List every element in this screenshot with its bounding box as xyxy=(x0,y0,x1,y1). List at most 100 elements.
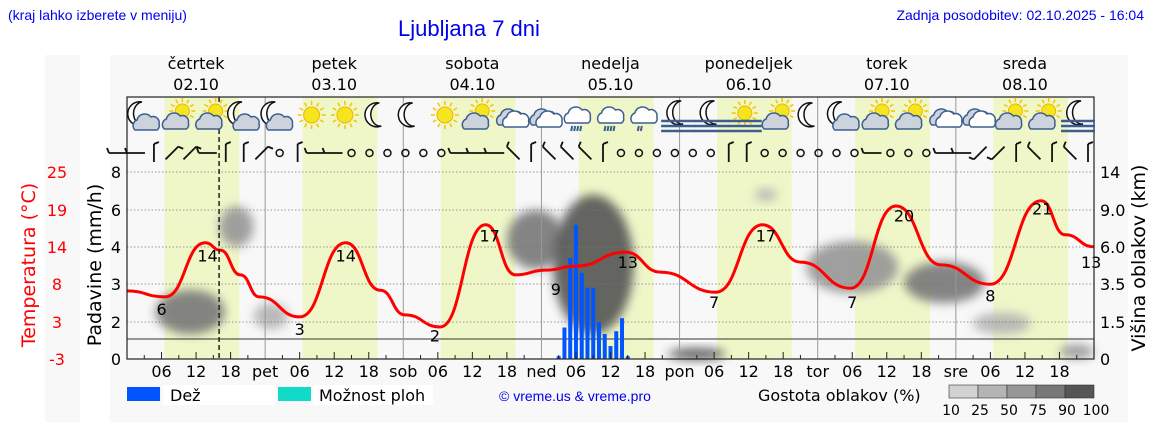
temperature-label: 13 xyxy=(618,253,638,272)
temperature-label: 17 xyxy=(756,226,776,245)
sun-ray xyxy=(475,99,479,104)
sun-ray xyxy=(453,119,458,123)
wind-calm-icon xyxy=(778,148,787,158)
moon-shape xyxy=(397,102,415,128)
wind-barb-feather xyxy=(986,156,993,161)
wind-barb-feather xyxy=(243,141,250,145)
sun-ray xyxy=(889,103,894,108)
sun-ray xyxy=(303,123,308,128)
rain-drop xyxy=(636,125,640,132)
cloud-cover-area xyxy=(219,206,254,248)
sun-ray xyxy=(204,103,209,108)
sun-ray xyxy=(332,119,337,123)
density-scale-tick: 100 xyxy=(1083,403,1110,419)
wind-barb-icon xyxy=(1051,141,1058,162)
cloud-height-tick: 3.5 xyxy=(1100,275,1125,294)
cloud-shape xyxy=(994,112,1023,130)
wind-barb-icon xyxy=(182,145,202,161)
wind-calm-icon xyxy=(275,148,284,158)
wind-barb-staff xyxy=(542,145,557,161)
density-scale-swatch xyxy=(977,384,1008,399)
wind-calm-icon xyxy=(832,148,841,158)
wind-barb-feather xyxy=(124,147,128,154)
day-abbr-tick: pet xyxy=(252,362,278,381)
day-date: 03.10 xyxy=(311,75,357,94)
sun-ray xyxy=(349,102,353,107)
temperature-tick: 3 xyxy=(52,313,62,332)
last-updated: Zadnja posodobitev: 02.10.2025 - 16:04 xyxy=(896,7,1144,23)
precip-tick: 6 xyxy=(111,201,121,220)
sun-fog-icon xyxy=(727,100,762,133)
wind-barb-feather xyxy=(465,147,470,154)
sun-cloud-icon xyxy=(161,98,196,130)
sun-ray xyxy=(353,107,358,111)
sun-ray xyxy=(332,107,337,111)
sun-disc xyxy=(303,106,321,124)
hour-tick: 06 xyxy=(704,362,724,381)
wind-calm-icon xyxy=(437,148,446,158)
temperature-tick: 8 xyxy=(52,275,62,294)
sun-ray xyxy=(486,99,490,104)
wind-barb-icon xyxy=(1015,141,1022,162)
sun-ray xyxy=(432,107,437,111)
rain-bar xyxy=(620,318,625,359)
wind-barb-feather xyxy=(728,141,735,145)
hour-tick: 06 xyxy=(566,362,586,381)
sun-ray xyxy=(1056,103,1061,108)
sun-ray xyxy=(319,119,325,123)
wind-barb-icon xyxy=(860,147,882,154)
temperature-tick: -3 xyxy=(49,350,65,369)
moon-shape xyxy=(699,100,717,126)
wind-calm-icon xyxy=(365,148,374,158)
sun-cloud-icon xyxy=(894,98,929,130)
wind-barb-feather xyxy=(932,147,937,154)
cloud-shape xyxy=(501,110,530,128)
sun-ray xyxy=(299,119,304,123)
wind-barb-staff xyxy=(506,145,521,161)
sun-ray xyxy=(299,107,304,111)
showers-legend-swatch xyxy=(278,387,311,401)
density-scale-swatch xyxy=(948,384,979,399)
wind-barb-icon xyxy=(541,141,557,161)
sun-ray xyxy=(770,103,775,108)
temperature-axis-label: Temperatura (°C) xyxy=(18,183,40,348)
precip-tick: 0 xyxy=(111,350,121,369)
location-hint: (kraj lahko izberete v meniju) xyxy=(8,7,187,23)
sun-ray xyxy=(223,114,228,119)
day-abbr-tick: sob xyxy=(389,362,417,381)
temperature-label: 8 xyxy=(985,287,995,306)
sun-ray xyxy=(175,99,179,104)
moon-icon xyxy=(797,102,815,128)
day-abbr-tick: tor xyxy=(806,362,829,381)
cloud-shape xyxy=(761,112,790,130)
hour-tick: 18 xyxy=(497,362,517,381)
sun-disc xyxy=(737,105,753,121)
wind-calm-icon xyxy=(796,148,805,158)
wind-barb-icon xyxy=(483,147,505,154)
temperature-label: 20 xyxy=(894,206,914,225)
rain-legend-swatch xyxy=(127,387,160,401)
temperature-label: 7 xyxy=(847,293,857,312)
day-date: 06.10 xyxy=(726,75,772,94)
wind-barb-icon xyxy=(932,147,954,154)
sun-ray xyxy=(1056,114,1061,119)
temperature-line xyxy=(126,199,1095,329)
wind-barb-icon xyxy=(242,141,250,162)
wind-barb-icon xyxy=(559,141,575,161)
wind-barb-feather xyxy=(1087,141,1094,145)
cloud-shape xyxy=(563,106,592,124)
wind-barb-icon xyxy=(745,141,753,162)
wind-calm-icon xyxy=(850,148,859,158)
cloud-icon xyxy=(929,108,963,128)
density-scale-tick: 90 xyxy=(1058,403,1076,419)
day-date: 08.10 xyxy=(1002,75,1048,94)
sun-ray xyxy=(223,103,228,108)
sun-ray xyxy=(752,105,757,110)
wind-barb-icon xyxy=(505,141,521,161)
wind-barb-feather xyxy=(968,156,975,161)
precip-tick: 4 xyxy=(111,238,121,257)
hour-tick: 06 xyxy=(289,362,309,381)
cloud-shape xyxy=(535,110,563,128)
cloud-density-legend-label: Gostota oblakov (%) xyxy=(758,386,921,405)
sun-ray xyxy=(170,103,175,108)
